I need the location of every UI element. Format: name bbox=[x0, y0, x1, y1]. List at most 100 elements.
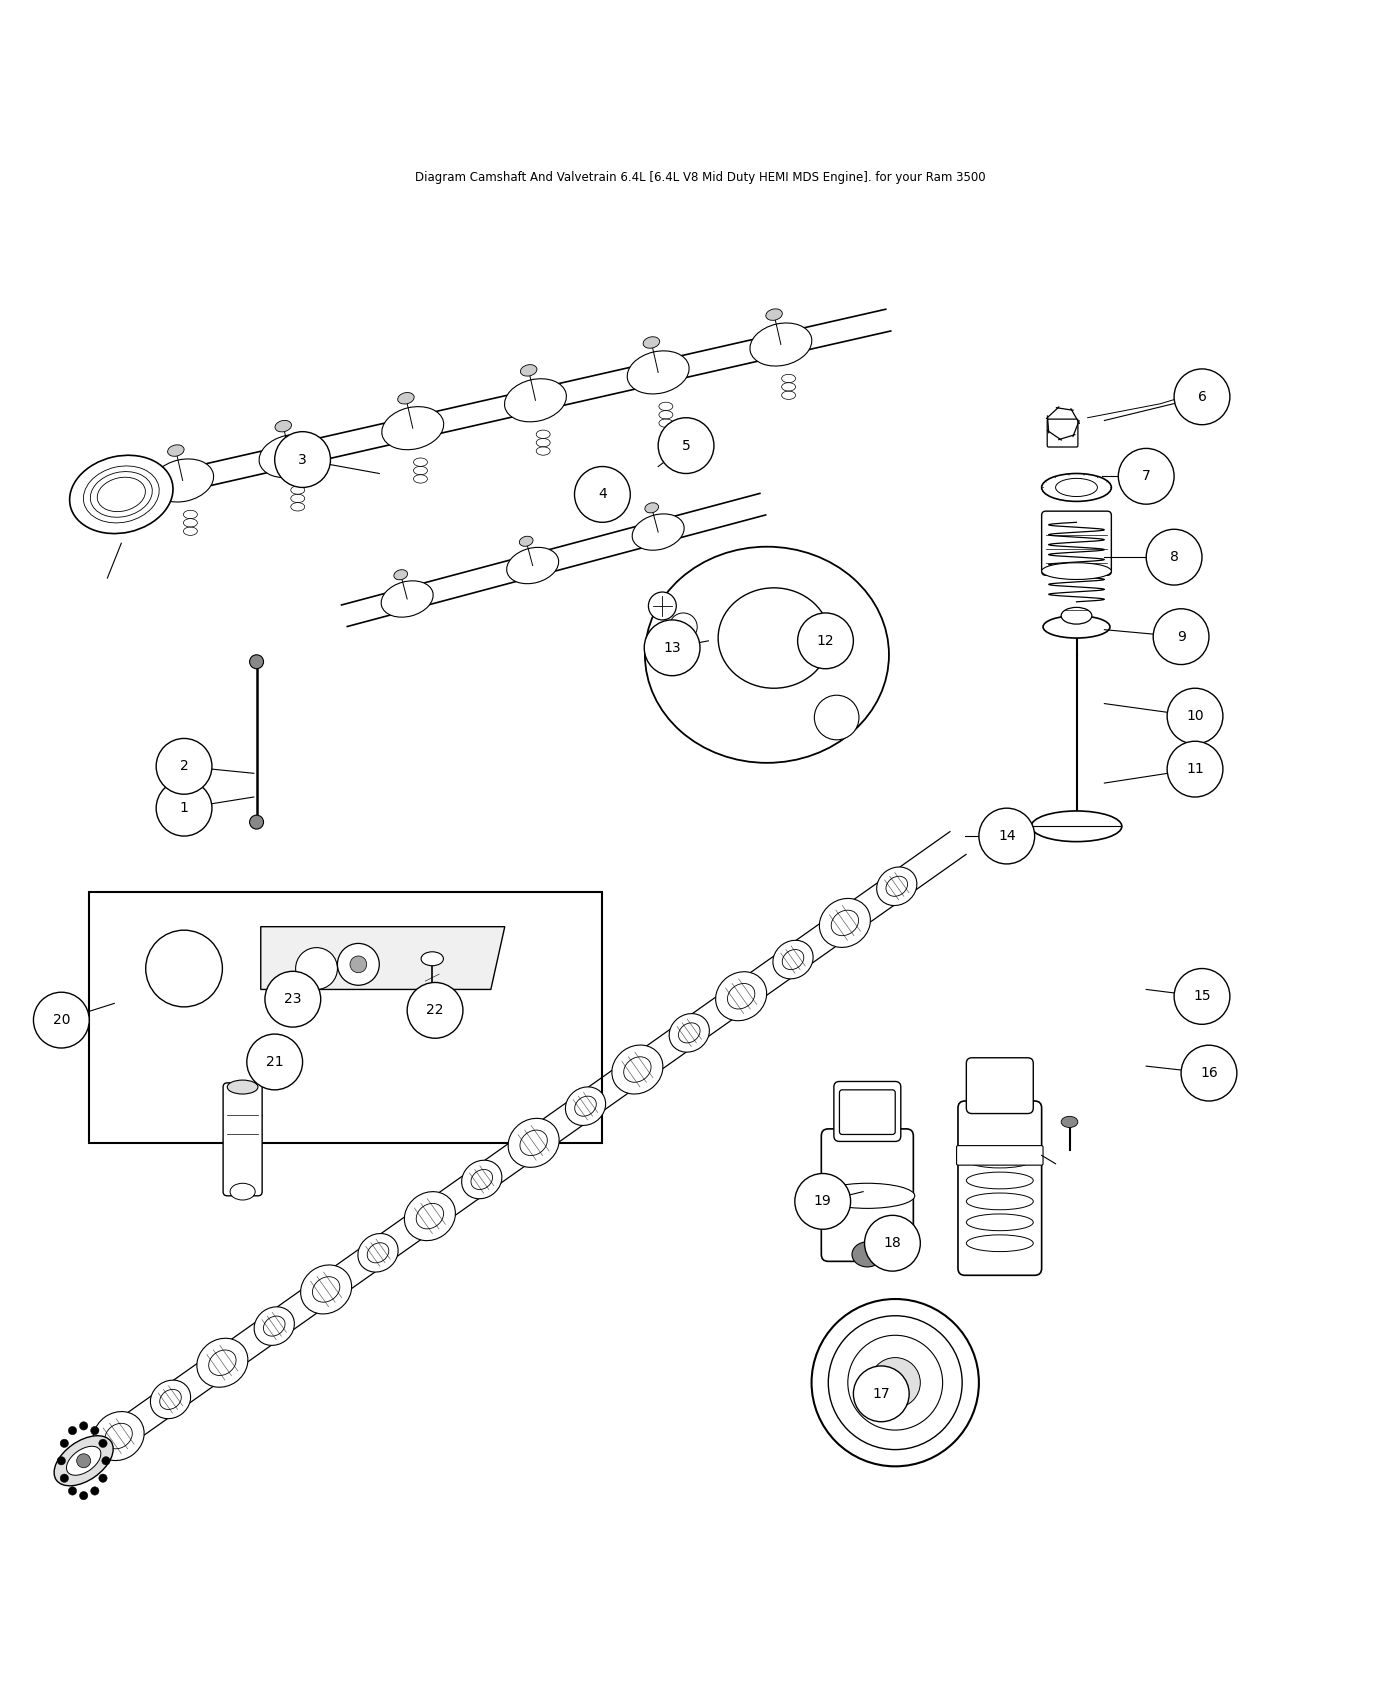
Ellipse shape bbox=[393, 570, 407, 580]
Polygon shape bbox=[260, 927, 505, 989]
Ellipse shape bbox=[679, 1023, 700, 1042]
Circle shape bbox=[350, 955, 367, 972]
Ellipse shape bbox=[612, 1046, 664, 1095]
Ellipse shape bbox=[358, 1234, 398, 1272]
Circle shape bbox=[102, 1457, 111, 1465]
Ellipse shape bbox=[718, 588, 830, 688]
Ellipse shape bbox=[421, 952, 444, 966]
Ellipse shape bbox=[382, 406, 444, 451]
Circle shape bbox=[60, 1474, 69, 1482]
FancyBboxPatch shape bbox=[822, 1129, 913, 1261]
Ellipse shape bbox=[669, 1013, 710, 1052]
Ellipse shape bbox=[405, 1192, 455, 1241]
Circle shape bbox=[249, 654, 263, 668]
Circle shape bbox=[157, 780, 211, 836]
Text: 19: 19 bbox=[813, 1195, 832, 1209]
Ellipse shape bbox=[150, 1380, 190, 1420]
Ellipse shape bbox=[521, 364, 538, 376]
Circle shape bbox=[648, 592, 676, 620]
Text: 15: 15 bbox=[1193, 989, 1211, 1003]
Circle shape bbox=[157, 738, 211, 794]
Circle shape bbox=[798, 614, 854, 668]
FancyBboxPatch shape bbox=[956, 1146, 1043, 1165]
Ellipse shape bbox=[633, 513, 685, 551]
Text: 14: 14 bbox=[998, 830, 1015, 843]
Ellipse shape bbox=[876, 867, 917, 906]
Ellipse shape bbox=[146, 930, 223, 1006]
Circle shape bbox=[91, 1488, 99, 1494]
Ellipse shape bbox=[1032, 811, 1121, 842]
Circle shape bbox=[337, 944, 379, 986]
Ellipse shape bbox=[715, 972, 767, 1020]
Circle shape bbox=[829, 1316, 962, 1450]
FancyBboxPatch shape bbox=[223, 1083, 262, 1195]
Ellipse shape bbox=[398, 393, 414, 405]
Circle shape bbox=[644, 620, 700, 675]
Circle shape bbox=[795, 1173, 851, 1229]
FancyBboxPatch shape bbox=[966, 1057, 1033, 1114]
Circle shape bbox=[246, 1034, 302, 1090]
Ellipse shape bbox=[462, 1159, 501, 1198]
Text: Diagram Camshaft And Valvetrain 6.4L [6.4L V8 Mid Duty HEMI MDS Engine]. for you: Diagram Camshaft And Valvetrain 6.4L [6.… bbox=[414, 172, 986, 184]
Ellipse shape bbox=[168, 445, 185, 456]
Ellipse shape bbox=[519, 536, 533, 546]
Circle shape bbox=[407, 983, 463, 1039]
Ellipse shape bbox=[832, 910, 858, 935]
Ellipse shape bbox=[295, 947, 337, 989]
Text: 3: 3 bbox=[298, 452, 307, 466]
Ellipse shape bbox=[209, 1350, 237, 1375]
Ellipse shape bbox=[1043, 615, 1110, 638]
Ellipse shape bbox=[519, 1130, 547, 1156]
Text: 5: 5 bbox=[682, 439, 690, 452]
Text: 1: 1 bbox=[179, 801, 189, 816]
Ellipse shape bbox=[470, 1170, 493, 1190]
Ellipse shape bbox=[66, 1447, 101, 1476]
Ellipse shape bbox=[197, 1338, 248, 1387]
Circle shape bbox=[91, 1426, 99, 1435]
Text: 9: 9 bbox=[1176, 629, 1186, 644]
Ellipse shape bbox=[504, 379, 567, 422]
Ellipse shape bbox=[230, 1183, 255, 1200]
Ellipse shape bbox=[1061, 607, 1092, 624]
Ellipse shape bbox=[259, 435, 321, 478]
Circle shape bbox=[57, 1457, 66, 1465]
Ellipse shape bbox=[160, 1389, 181, 1409]
Circle shape bbox=[658, 418, 714, 474]
Circle shape bbox=[865, 1216, 920, 1272]
Circle shape bbox=[69, 1488, 77, 1494]
Ellipse shape bbox=[853, 1241, 882, 1266]
Ellipse shape bbox=[1042, 563, 1112, 580]
Ellipse shape bbox=[416, 1204, 444, 1229]
Text: 12: 12 bbox=[816, 634, 834, 648]
Circle shape bbox=[1168, 741, 1224, 797]
Ellipse shape bbox=[508, 1119, 559, 1168]
Circle shape bbox=[1147, 529, 1203, 585]
Ellipse shape bbox=[151, 459, 214, 502]
Circle shape bbox=[1175, 369, 1229, 425]
Circle shape bbox=[848, 1334, 942, 1430]
Ellipse shape bbox=[55, 1436, 113, 1486]
Ellipse shape bbox=[1061, 1117, 1078, 1127]
Ellipse shape bbox=[820, 1183, 914, 1209]
Circle shape bbox=[34, 993, 90, 1047]
Text: 4: 4 bbox=[598, 488, 606, 502]
Text: 21: 21 bbox=[266, 1056, 284, 1069]
Circle shape bbox=[249, 814, 263, 830]
FancyBboxPatch shape bbox=[834, 1081, 900, 1141]
Circle shape bbox=[77, 1454, 91, 1467]
Ellipse shape bbox=[819, 898, 871, 947]
Ellipse shape bbox=[886, 876, 907, 896]
Text: 10: 10 bbox=[1186, 709, 1204, 722]
Ellipse shape bbox=[381, 581, 433, 617]
Ellipse shape bbox=[645, 547, 889, 763]
Text: 20: 20 bbox=[53, 1013, 70, 1027]
Circle shape bbox=[815, 695, 860, 740]
Ellipse shape bbox=[728, 984, 755, 1010]
Ellipse shape bbox=[566, 1086, 606, 1125]
Text: 16: 16 bbox=[1200, 1066, 1218, 1080]
Ellipse shape bbox=[274, 420, 291, 432]
Circle shape bbox=[669, 614, 697, 641]
Ellipse shape bbox=[227, 1080, 258, 1095]
Circle shape bbox=[60, 1440, 69, 1447]
Circle shape bbox=[871, 1358, 920, 1408]
